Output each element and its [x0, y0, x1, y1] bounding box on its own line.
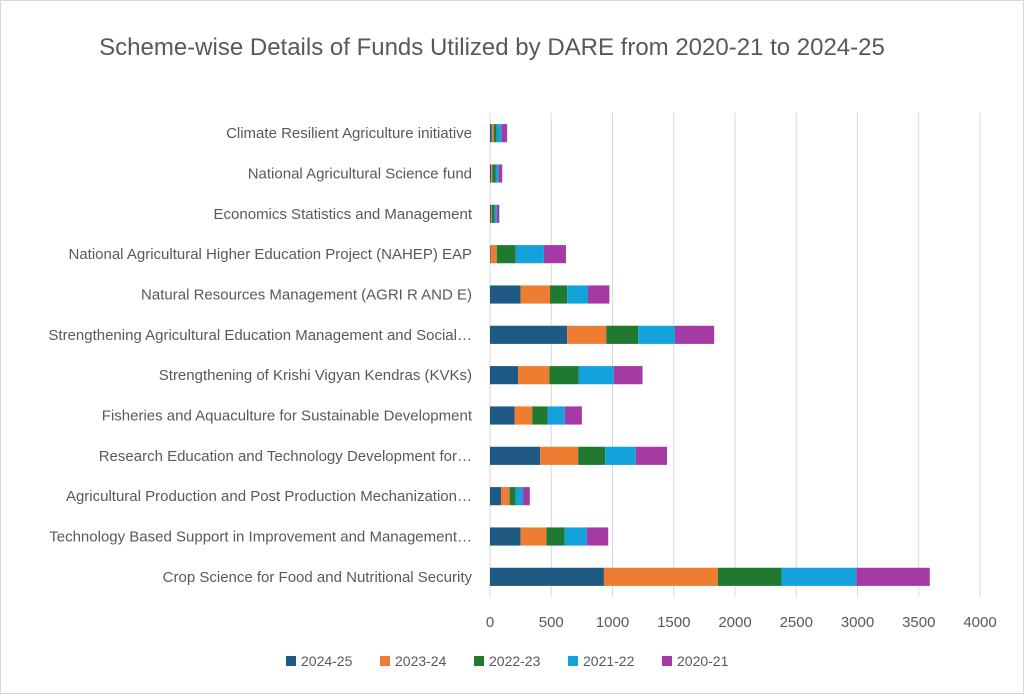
bar-segment-2024-25 — [490, 164, 492, 183]
category-label: Technology Based Support in Improvement … — [49, 529, 472, 546]
x-tick-label: 3500 — [902, 614, 935, 631]
legend-swatch-2022-23 — [474, 656, 484, 666]
bar-segment-2023-24 — [518, 366, 550, 385]
bar-segment-2020-21 — [501, 124, 508, 143]
category-label: Strengthening Agricultural Education Man… — [48, 327, 472, 344]
bar-segment-2020-21 — [674, 325, 715, 344]
bar-segment-2020-21 — [564, 406, 582, 425]
bar-segment-2021-22 — [605, 446, 636, 465]
x-tick-label: 1500 — [657, 614, 690, 631]
x-tick-label: 2500 — [780, 614, 813, 631]
legend-swatch-2024-25 — [286, 656, 296, 666]
bar-segment-2022-23 — [717, 567, 782, 586]
category-label: National Agricultural Science fund — [248, 166, 472, 183]
bar-segment-2021-22 — [578, 366, 614, 385]
bar-segment-2021-22 — [781, 567, 857, 586]
legend-label: 2024-25 — [301, 653, 353, 669]
bar-segment-2022-23 — [509, 487, 516, 506]
category-label: National Agricultural Higher Education P… — [68, 246, 472, 263]
bar-segment-2024-25 — [490, 204, 491, 223]
x-tick-label: 2000 — [718, 614, 751, 631]
bar-segment-2022-23 — [496, 245, 516, 264]
bar-segment-2024-25 — [490, 245, 491, 264]
bar-segment-2022-23 — [532, 406, 548, 425]
bar-segment-2024-25 — [490, 487, 502, 506]
bar-segment-2022-23 — [546, 527, 565, 546]
category-label: Research Education and Technology Develo… — [99, 448, 472, 465]
bar-segment-2021-22 — [515, 487, 524, 506]
bar-segment-2024-25 — [490, 446, 541, 465]
x-tick-label: 0 — [486, 614, 494, 631]
bar-segment-2021-22 — [515, 245, 544, 264]
category-label: Natural Resources Management (AGRI R AND… — [141, 287, 472, 304]
bar-segment-2021-22 — [638, 325, 675, 344]
bar-segment-2022-23 — [491, 204, 495, 223]
bar-segment-2024-25 — [490, 567, 604, 586]
category-label: Crop Science for Food and Nutritional Se… — [163, 569, 473, 586]
bar-segment-2020-21 — [496, 204, 500, 223]
bar-segment-2020-21 — [543, 245, 566, 264]
bar-segment-2022-23 — [549, 366, 579, 385]
bar-segment-2020-21 — [523, 487, 530, 506]
x-tick-label: 1000 — [596, 614, 629, 631]
category-label: Economics Statistics and Management — [214, 206, 473, 223]
legend-label: 2022-23 — [489, 653, 541, 669]
category-label: Strengthening of Krishi Vigyan Kendras (… — [159, 367, 472, 384]
bar-segment-2022-23 — [606, 325, 639, 344]
legend-label: 2023-24 — [395, 653, 447, 669]
bar-segment-2021-22 — [564, 527, 587, 546]
bar-segment-2023-24 — [514, 406, 533, 425]
category-label: Fisheries and Aquaculture for Sustainabl… — [102, 408, 473, 425]
bar-segment-2022-23 — [578, 446, 606, 465]
legend-label: 2021-22 — [583, 653, 635, 669]
bar-segment-2024-25 — [490, 325, 568, 344]
bar-segment-2020-21 — [588, 285, 610, 304]
bar-segment-2023-24 — [491, 164, 493, 183]
bar-segment-2023-24 — [567, 325, 607, 344]
bar-segment-2022-23 — [492, 164, 496, 183]
category-label: Agricultural Production and Post Product… — [66, 488, 472, 505]
category-label: Climate Resilient Agriculture initiative — [226, 125, 472, 142]
bar-segment-2023-24 — [490, 204, 492, 223]
bar-segment-2023-24 — [501, 487, 510, 506]
bar-segment-2024-25 — [490, 285, 521, 304]
bar-segment-2023-24 — [520, 527, 547, 546]
x-tick-label: 4000 — [963, 614, 996, 631]
legend-swatch-2023-24 — [380, 656, 390, 666]
legend-swatch-2020-21 — [662, 656, 672, 666]
legend-swatch-2021-22 — [568, 656, 578, 666]
x-tick-label: 3000 — [841, 614, 874, 631]
bar-segment-2020-21 — [856, 567, 930, 586]
bar-segment-2021-22 — [494, 204, 497, 223]
bar-segment-2021-22 — [495, 164, 499, 183]
bar-segment-2023-24 — [520, 285, 551, 304]
x-tick-label: 500 — [539, 614, 564, 631]
bar-segment-2022-23 — [550, 285, 568, 304]
bar-segment-2023-24 — [491, 124, 494, 143]
bar-segment-2020-21 — [586, 527, 609, 546]
bar-segment-2023-24 — [490, 245, 497, 264]
bar-segment-2024-25 — [490, 366, 519, 385]
chart-title: Scheme-wise Details of Funds Utilized by… — [99, 34, 885, 61]
bar-segment-2020-21 — [613, 366, 643, 385]
bar-segment-2021-22 — [567, 285, 588, 304]
bar-segment-2020-21 — [498, 164, 503, 183]
bar-segment-2021-22 — [547, 406, 565, 425]
bar-segment-2024-25 — [490, 124, 492, 143]
bar-segment-2024-25 — [490, 527, 521, 546]
bar-segment-2023-24 — [603, 567, 718, 586]
bar-segment-2022-23 — [493, 124, 497, 143]
bar-segment-2021-22 — [496, 124, 502, 143]
bar-segment-2023-24 — [540, 446, 579, 465]
legend-label: 2020-21 — [677, 653, 729, 669]
bar-segment-2024-25 — [490, 406, 515, 425]
bar-segment-2020-21 — [635, 446, 668, 465]
